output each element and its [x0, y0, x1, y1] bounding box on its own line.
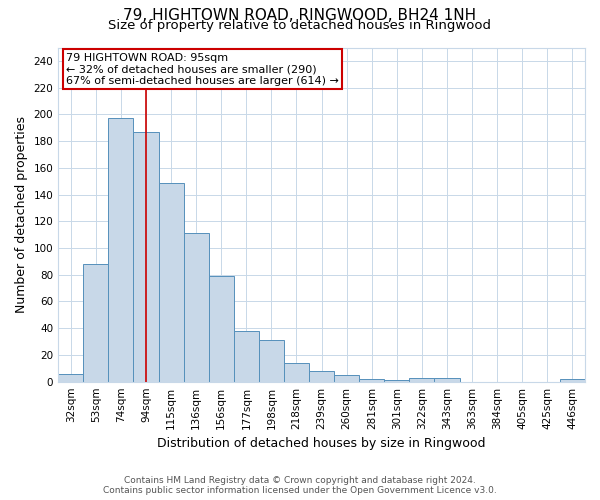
Bar: [133, 132, 158, 382]
Text: Contains HM Land Registry data © Crown copyright and database right 2024.
Contai: Contains HM Land Registry data © Crown c…: [103, 476, 497, 495]
Bar: [83, 264, 109, 382]
Text: 79 HIGHTOWN ROAD: 95sqm
← 32% of detached houses are smaller (290)
67% of semi-d: 79 HIGHTOWN ROAD: 95sqm ← 32% of detache…: [66, 52, 339, 86]
Bar: [334, 375, 359, 382]
Bar: [184, 234, 209, 382]
Bar: [359, 379, 385, 382]
Text: 79, HIGHTOWN ROAD, RINGWOOD, BH24 1NH: 79, HIGHTOWN ROAD, RINGWOOD, BH24 1NH: [124, 8, 476, 22]
Y-axis label: Number of detached properties: Number of detached properties: [15, 116, 28, 313]
Bar: [284, 363, 309, 382]
Bar: [409, 378, 434, 382]
Bar: [109, 118, 133, 382]
Bar: [234, 331, 259, 382]
Bar: [209, 276, 234, 382]
Bar: [560, 379, 585, 382]
Bar: [158, 182, 184, 382]
Bar: [385, 380, 409, 382]
Bar: [434, 378, 460, 382]
Bar: [309, 371, 334, 382]
X-axis label: Distribution of detached houses by size in Ringwood: Distribution of detached houses by size …: [157, 437, 486, 450]
Bar: [259, 340, 284, 382]
Text: Size of property relative to detached houses in Ringwood: Size of property relative to detached ho…: [109, 19, 491, 32]
Bar: [58, 374, 83, 382]
